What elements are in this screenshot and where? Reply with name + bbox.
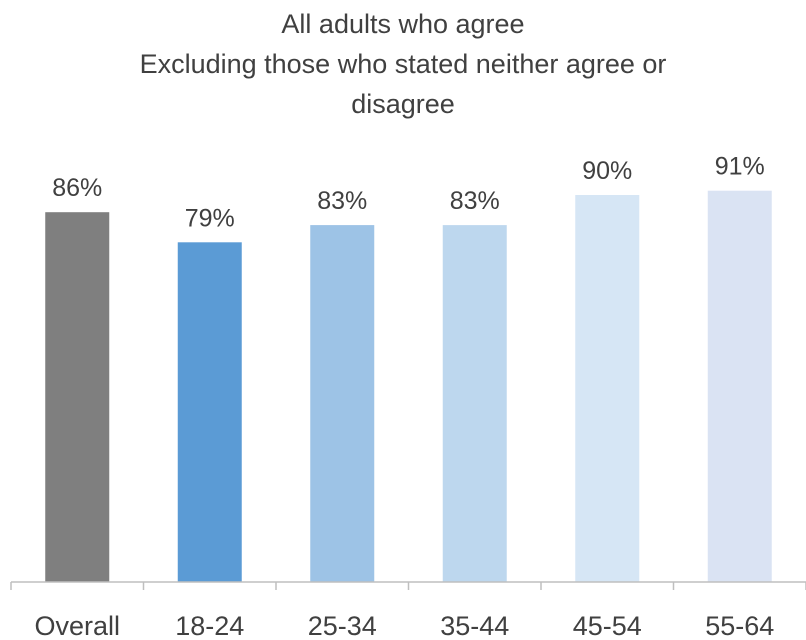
bar-35-44: [442, 225, 507, 582]
value-label: 79%: [185, 204, 235, 232]
x-axis-ticks: [10, 582, 806, 590]
category-label: 35-44: [440, 611, 509, 640]
bar-25-34: [310, 225, 375, 582]
bars-group: [45, 190, 772, 583]
chart-title-line-1: All adults who agree: [281, 9, 525, 39]
category-label: Overall: [34, 611, 120, 640]
value-label: 91%: [715, 153, 765, 181]
category-label: 18-24: [175, 611, 244, 640]
chart-title: All adults who agree Excluding those who…: [0, 4, 806, 124]
value-label: 83%: [450, 187, 500, 215]
bar-Overall: [45, 212, 110, 582]
value-label: 83%: [317, 187, 367, 215]
bar-45-54: [575, 195, 640, 582]
bar-18-24: [177, 242, 242, 583]
value-labels: 86% 79% 83% 83% 90% 91%: [52, 153, 765, 233]
category-label: 55-64: [705, 611, 774, 640]
value-label: 90%: [582, 157, 632, 185]
bar-55-64: [707, 190, 772, 582]
category-label: 25-34: [308, 611, 377, 640]
chart-title-line-3: disagree: [351, 89, 455, 119]
value-label: 86%: [52, 174, 102, 202]
chart-title-line-2: Excluding those who stated neither agree…: [139, 49, 667, 79]
category-labels: Overall 18-24 25-34 35-44 45-54 55-64: [34, 611, 774, 640]
category-label: 45-54: [573, 611, 642, 640]
